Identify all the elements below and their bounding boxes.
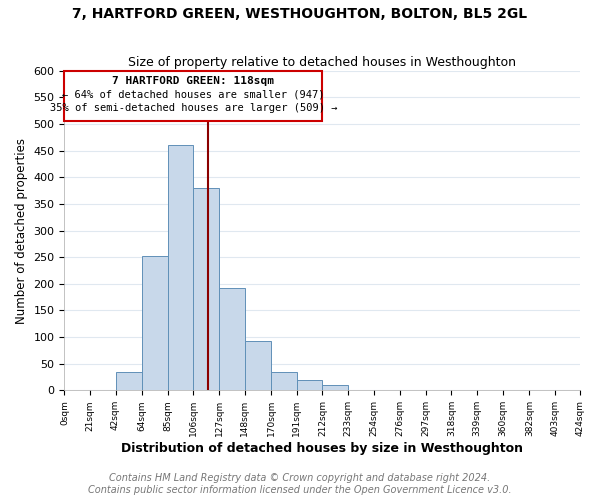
Text: 7, HARTFORD GREEN, WESTHOUGHTON, BOLTON, BL5 2GL: 7, HARTFORD GREEN, WESTHOUGHTON, BOLTON,… xyxy=(73,8,527,22)
Text: 7 HARTFORD GREEN: 118sqm: 7 HARTFORD GREEN: 118sqm xyxy=(112,76,274,86)
Title: Size of property relative to detached houses in Westhoughton: Size of property relative to detached ho… xyxy=(128,56,517,70)
FancyBboxPatch shape xyxy=(64,70,322,122)
Bar xyxy=(116,372,142,390)
Text: Contains HM Land Registry data © Crown copyright and database right 2024.
Contai: Contains HM Land Registry data © Crown c… xyxy=(88,474,512,495)
Bar xyxy=(271,372,297,390)
Bar xyxy=(297,380,322,390)
Bar xyxy=(142,256,168,390)
Bar xyxy=(168,146,193,390)
Bar xyxy=(219,288,245,390)
Bar xyxy=(245,341,271,390)
Text: 35% of semi-detached houses are larger (509) →: 35% of semi-detached houses are larger (… xyxy=(50,104,337,114)
Bar xyxy=(193,188,219,390)
Text: ← 64% of detached houses are smaller (947): ← 64% of detached houses are smaller (94… xyxy=(62,90,325,100)
X-axis label: Distribution of detached houses by size in Westhoughton: Distribution of detached houses by size … xyxy=(121,442,523,455)
Y-axis label: Number of detached properties: Number of detached properties xyxy=(15,138,28,324)
Bar xyxy=(322,385,348,390)
